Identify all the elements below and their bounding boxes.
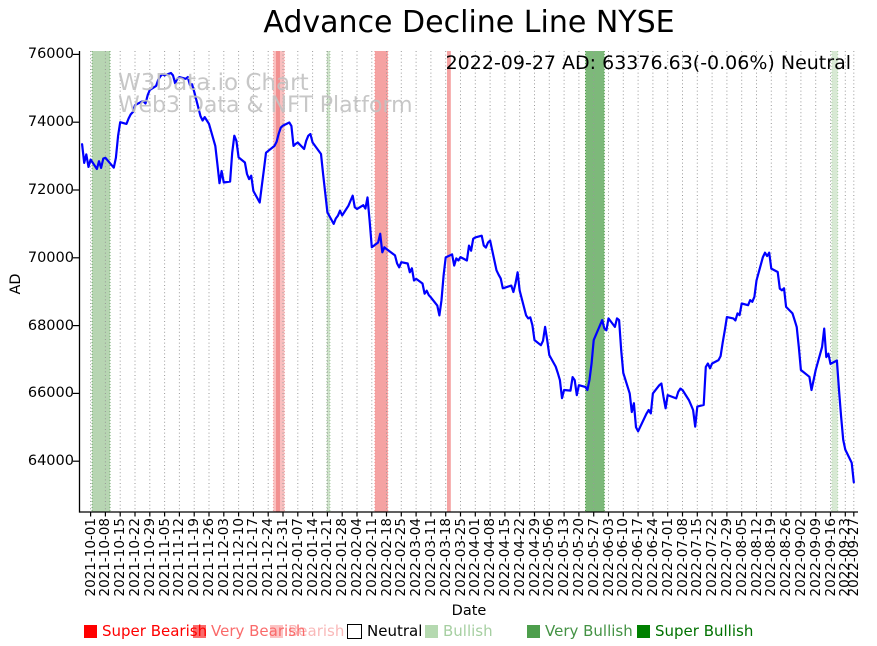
legend-label: Bullish [443,622,493,640]
x-tick-label: 2022-03-18 [437,518,454,597]
regime-band-bullish [92,51,111,512]
legend-item-bearish: Bearish [270,622,344,640]
y-tick-label: 70000 [27,249,74,266]
legend-item-very-bullish: Very Bullish [527,622,633,640]
x-tick-label: 2022-09-09 [807,518,824,597]
legend-item-super-bullish: Super Bullish [637,622,753,640]
x-axis-label: Date [451,603,487,619]
x-tick-label: 2022-08-19 [763,518,780,597]
legend-label: Neutral [367,622,423,640]
y-tick-label: 64000 [27,453,74,470]
x-tick-label: 2022-01-07 [289,518,306,597]
x-tick-label: 2021-10-08 [97,518,114,597]
legend-item-neutral: Neutral [347,622,422,640]
x-tick-label: 2022-01-28 [334,518,351,597]
x-tick-label: 2021-11-26 [200,518,217,597]
legend-swatch [527,624,540,638]
x-tick-label: 2022-08-05 [733,518,750,597]
x-tick-label: 2022-06-24 [644,518,661,597]
legend-swatch [347,623,362,639]
y-tick-label: 66000 [27,385,74,402]
x-tick-label: 2021-12-24 [260,518,277,597]
x-tick-label: 2022-07-22 [704,518,721,597]
x-tick-label: 2022-04-15 [496,518,513,597]
x-tick-label: 2022-02-25 [393,518,410,597]
legend-item-very-bearish: Very Bearish [193,622,306,640]
legend-item-bullish: Bullish [425,622,493,640]
y-tick-label: 76000 [27,46,74,63]
x-tick-label: 2022-07-29 [718,518,735,597]
watermark-line-2: Web3 Data & NFT Platform [118,93,413,118]
legend-swatch [84,624,97,638]
legend-swatch [193,624,206,638]
legend-label: Super Bullish [655,622,754,640]
x-tick-label: 2022-04-22 [511,518,528,597]
x-tick-label: 2022-04-01 [467,518,484,597]
x-tick-label: 2022-07-15 [689,518,706,597]
chart-title: Advance Decline Line NYSE [263,5,675,40]
y-tick-label: 74000 [27,114,74,131]
x-tick-label: 2022-05-20 [570,518,587,597]
x-tick-label: 2022-07-01 [659,518,676,597]
watermark-line-1: W3Data.io Chart [118,70,309,96]
x-tick-label: 2021-12-31 [274,518,291,597]
x-tick-label: 2022-06-10 [615,518,632,597]
x-tick-label: 2022-04-08 [482,518,499,597]
x-tick-label: 2022-05-13 [556,518,573,597]
x-tick-label: 2022-09-27 [845,518,862,597]
regime-band-very-bearish [374,51,388,512]
x-tick-label: 2021-12-17 [245,518,262,597]
x-tick-label: 2022-02-11 [363,518,380,597]
legend-swatch [637,624,650,638]
legend-label: Very Bullish [545,622,633,640]
regime-band-bullish [831,51,838,512]
regime-band-bullish [326,51,330,512]
x-tick-label: 2022-09-02 [792,518,809,597]
x-tick-label: 2021-10-15 [112,518,129,597]
x-tick-label: 2022-06-17 [630,518,647,597]
legend-item-super-bearish: Super Bearish [84,622,207,640]
x-tick-label: 2022-03-04 [408,518,425,597]
y-tick-label: 72000 [27,181,74,198]
legend-label: Very Bearish [211,622,306,640]
x-tick-label: 2022-05-27 [585,518,602,597]
regime-band-very-bullish [585,51,605,512]
latest-value-annotation: 2022-09-27 AD: 63376.63(-0.06%) Neutral [445,52,851,74]
x-tick-label: 2021-10-22 [126,518,143,597]
ad-line-series [80,71,855,484]
x-tick-label: 2022-02-04 [348,518,365,597]
x-tick-label: 2022-03-11 [422,518,439,597]
x-tick-label: 2022-05-06 [541,518,558,597]
y-tick-label: 68000 [27,317,74,334]
regime-band-very-bearish [276,51,280,512]
legend-swatch [425,624,438,638]
x-tick-label: 2021-11-12 [171,518,188,597]
x-tick-label: 2022-01-21 [319,518,336,597]
legend-swatch [270,624,283,638]
x-tick-label: 2022-08-26 [778,518,795,597]
legend-label: Super Bearish [102,622,208,640]
x-tick-label: 2021-11-19 [186,518,203,597]
legend-label: Bearish [288,622,345,640]
regime-band-very-bearish [447,51,451,512]
x-tick-label: 2021-12-03 [215,518,232,597]
x-tick-label: 2021-10-29 [141,518,158,597]
